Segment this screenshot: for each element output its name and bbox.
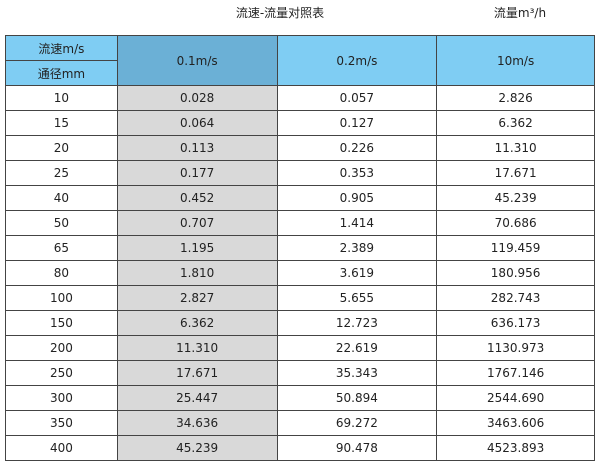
flow-cell: 12.723	[276, 310, 438, 336]
diameter-cell: 400	[5, 435, 118, 461]
table-row: 400 45.239 90.478 4523.893	[5, 435, 595, 461]
table-row: 50 0.707 1.414 70.686	[5, 210, 595, 236]
diameter-cell: 50	[5, 210, 118, 236]
flow-cell: 0.113	[116, 135, 278, 161]
diameter-cell: 25	[5, 160, 118, 186]
flow-cell: 11.310	[436, 135, 595, 161]
diameter-cell: 10	[5, 85, 118, 111]
diameter-cell: 40	[5, 185, 118, 211]
table-title: 流速-流量对照表	[235, 6, 325, 20]
flow-cell: 6.362	[116, 310, 278, 336]
flow-cell: 2544.690	[436, 385, 595, 411]
diameter-header: 通径mm	[5, 60, 118, 86]
flow-cell: 17.671	[436, 160, 595, 186]
table-row: 25 0.177 0.353 17.671	[5, 160, 595, 186]
column-header: 0.1m/s	[116, 35, 278, 86]
unit-label: 流量m³/h	[493, 6, 547, 20]
flow-cell: 1130.973	[436, 335, 595, 361]
table-row: 20 0.113 0.226 11.310	[5, 135, 595, 161]
table-row: 15 0.064 0.127 6.362	[5, 110, 595, 136]
diameter-cell: 65	[5, 235, 118, 261]
flow-cell: 3.619	[276, 260, 438, 286]
flow-cell: 0.127	[276, 110, 438, 136]
flow-cell: 1767.146	[436, 360, 595, 386]
diameter-cell: 80	[5, 260, 118, 286]
table-row: 10 0.028 0.057 2.826	[5, 85, 595, 111]
flow-cell: 0.452	[116, 185, 278, 211]
flow-cell: 0.353	[276, 160, 438, 186]
flow-cell: 180.956	[436, 260, 595, 286]
table-row: 350 34.636 69.272 3463.606	[5, 410, 595, 436]
column-header: 10m/s	[436, 35, 595, 86]
flow-cell: 1.810	[116, 260, 278, 286]
table-row: 200 11.310 22.619 1130.973	[5, 335, 595, 361]
flow-cell: 25.447	[116, 385, 278, 411]
diameter-cell: 350	[5, 410, 118, 436]
diameter-cell: 15	[5, 110, 118, 136]
flow-cell: 2.389	[276, 235, 438, 261]
flow-cell: 0.226	[276, 135, 438, 161]
flow-cell: 2.826	[436, 85, 595, 111]
diameter-cell: 100	[5, 285, 118, 311]
table-row: 65 1.195 2.389 119.459	[5, 235, 595, 261]
diameter-cell: 20	[5, 135, 118, 161]
flow-cell: 70.686	[436, 210, 595, 236]
flow-cell: 0.057	[276, 85, 438, 111]
flow-cell: 119.459	[436, 235, 595, 261]
table-row: 40 0.452 0.905 45.239	[5, 185, 595, 211]
flow-cell: 35.343	[276, 360, 438, 386]
flow-cell: 2.827	[116, 285, 278, 311]
flow-cell: 5.655	[276, 285, 438, 311]
flow-cell: 0.064	[116, 110, 278, 136]
flow-cell: 6.362	[436, 110, 595, 136]
flow-cell: 69.272	[276, 410, 438, 436]
diameter-cell: 250	[5, 360, 118, 386]
flow-cell: 50.894	[276, 385, 438, 411]
flow-cell: 0.707	[116, 210, 278, 236]
flow-cell: 17.671	[116, 360, 278, 386]
flow-cell: 1.195	[116, 235, 278, 261]
flow-cell: 3463.606	[436, 410, 595, 436]
table-row: 300 25.447 50.894 2544.690	[5, 385, 595, 411]
flow-cell: 22.619	[276, 335, 438, 361]
flow-cell: 0.028	[116, 85, 278, 111]
flow-cell: 11.310	[116, 335, 278, 361]
diameter-cell: 150	[5, 310, 118, 336]
velocity-header: 流速m/s	[5, 35, 118, 61]
table-row: 250 17.671 35.343 1767.146	[5, 360, 595, 386]
flow-cell: 34.636	[116, 410, 278, 436]
table-row: 100 2.827 5.655 282.743	[5, 285, 595, 311]
flow-cell: 1.414	[276, 210, 438, 236]
column-header: 0.2m/s	[276, 35, 438, 86]
flow-cell: 0.905	[276, 185, 438, 211]
flow-cell: 282.743	[436, 285, 595, 311]
flow-cell: 90.478	[276, 435, 438, 461]
flow-cell: 4523.893	[436, 435, 595, 461]
diameter-cell: 200	[5, 335, 118, 361]
flow-cell: 45.239	[436, 185, 595, 211]
flow-table: 流速m/s 0.1m/s 0.2m/s 10m/s 通径mm 10 0.028 0.…	[5, 35, 595, 461]
table-row: 150 6.362 12.723 636.173	[5, 310, 595, 336]
flow-cell: 45.239	[116, 435, 278, 461]
flow-cell: 636.173	[436, 310, 595, 336]
table-row: 80 1.810 3.619 180.956	[5, 260, 595, 286]
flow-cell: 0.177	[116, 160, 278, 186]
diameter-cell: 300	[5, 385, 118, 411]
